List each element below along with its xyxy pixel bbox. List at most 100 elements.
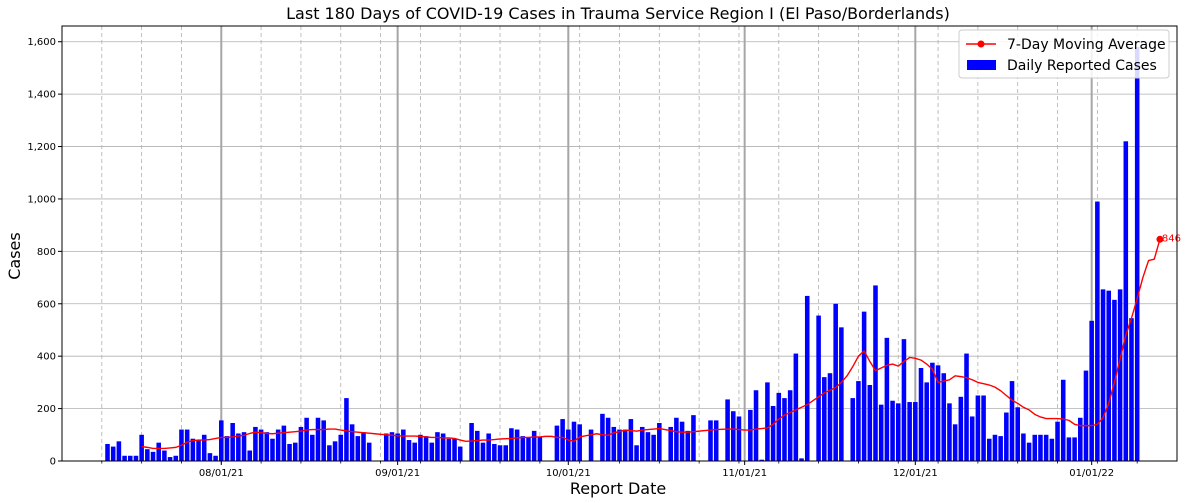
- y-tick-label: 0: [50, 457, 56, 468]
- daily-cases-bar: [304, 417, 309, 461]
- daily-cases-bar: [1123, 141, 1129, 461]
- daily-cases-bar: [617, 429, 622, 461]
- daily-cases-bar: [287, 443, 292, 461]
- daily-cases-bar: [344, 398, 349, 461]
- daily-cases-bar: [469, 423, 474, 461]
- y-tick-label: 1,600: [27, 37, 56, 48]
- daily-cases-bar: [992, 434, 998, 461]
- daily-cases-bar: [236, 433, 241, 461]
- daily-cases-bar: [839, 327, 844, 461]
- daily-cases-bar: [907, 402, 912, 461]
- daily-cases-bar: [600, 413, 605, 461]
- daily-cases-bar: [509, 428, 514, 461]
- y-tick-label: 200: [37, 404, 56, 415]
- daily-cases-bar: [327, 445, 332, 461]
- daily-cases-bar: [713, 420, 719, 461]
- daily-cases-bar: [1078, 417, 1083, 461]
- daily-cases-bar: [292, 442, 298, 461]
- daily-cases-bar: [1015, 407, 1020, 461]
- daily-cases-bar: [486, 433, 491, 461]
- daily-cases-bar: [332, 441, 338, 461]
- daily-cases-bar: [452, 438, 457, 461]
- daily-cases-bar: [253, 426, 258, 461]
- daily-cases-bar: [514, 429, 520, 461]
- daily-cases-bar: [622, 429, 628, 461]
- daily-cases-bar: [241, 432, 247, 461]
- daily-cases-bar: [725, 399, 730, 461]
- daily-cases-bar: [884, 337, 890, 461]
- daily-cases-bar: [935, 365, 941, 461]
- daily-cases-bar: [201, 434, 207, 461]
- y-tick-label: 1,000: [27, 194, 56, 205]
- x-axis-label: Report Date: [570, 479, 666, 498]
- daily-cases-bar: [1066, 437, 1072, 461]
- daily-cases-bar: [924, 382, 929, 461]
- daily-cases-bar: [247, 450, 253, 461]
- daily-cases-bar: [776, 392, 782, 461]
- daily-cases-bar: [275, 429, 281, 461]
- daily-cases-bar: [833, 303, 838, 461]
- daily-cases-bar: [116, 441, 122, 461]
- daily-cases-bar: [1095, 201, 1100, 461]
- daily-cases-bar: [224, 436, 230, 461]
- daily-cases-bars: [105, 46, 1140, 461]
- daily-cases-bar: [110, 446, 116, 461]
- daily-cases-bar: [1134, 46, 1140, 461]
- daily-cases-bar: [958, 396, 964, 461]
- daily-cases-bar: [708, 420, 713, 461]
- daily-cases-bar: [167, 457, 173, 461]
- daily-cases-bar: [133, 455, 139, 461]
- daily-cases-bar: [981, 395, 986, 461]
- legend-box: [958, 29, 1170, 79]
- legend-daily-cases-label: Daily Reported Cases: [1007, 58, 1157, 74]
- daily-cases-bar: [691, 415, 696, 461]
- daily-cases-bar: [577, 424, 582, 461]
- daily-cases-bar: [731, 411, 736, 461]
- daily-cases-bar: [475, 430, 480, 461]
- daily-cases-bar: [258, 429, 264, 461]
- daily-cases-bar: [969, 416, 975, 461]
- daily-cases-bar: [816, 315, 821, 461]
- daily-cases-bar: [355, 436, 361, 461]
- daily-cases-bar: [361, 432, 366, 461]
- daily-cases-bar: [457, 446, 463, 461]
- daily-cases-bar: [554, 425, 560, 461]
- daily-cases-bar: [349, 424, 355, 461]
- daily-cases-bar: [1089, 320, 1094, 461]
- daily-cases-bar: [497, 445, 503, 461]
- chart-title: Last 180 Days of COVID-19 Cases in Traum…: [286, 4, 950, 23]
- daily-cases-bar: [145, 449, 150, 461]
- daily-cases-bar: [947, 403, 952, 461]
- daily-cases-bar: [873, 285, 878, 461]
- daily-cases-bar: [1043, 434, 1049, 461]
- daily-cases-bar: [651, 434, 656, 461]
- daily-cases-bar: [1055, 421, 1060, 461]
- daily-cases-bar: [685, 430, 691, 461]
- daily-cases-bar: [173, 455, 179, 461]
- daily-cases-bar: [1021, 433, 1026, 461]
- daily-cases-bar: [930, 362, 935, 461]
- legend-daily-cases-swatch: [967, 60, 996, 70]
- daily-cases-bar: [628, 419, 634, 461]
- daily-cases-bar: [526, 437, 531, 461]
- daily-cases-bar: [679, 421, 685, 461]
- daily-cases-bar: [440, 433, 446, 461]
- daily-cases-bar: [213, 455, 218, 461]
- y-tick-label: 400: [37, 352, 56, 363]
- daily-cases-bar: [492, 443, 497, 461]
- daily-cases-bar: [952, 424, 958, 461]
- daily-cases-bar: [787, 390, 793, 461]
- daily-cases-bar: [975, 395, 981, 461]
- daily-cases-bar: [895, 403, 901, 461]
- daily-cases-bar: [639, 426, 645, 461]
- daily-cases-bar: [1032, 434, 1038, 461]
- daily-cases-bar: [827, 373, 833, 461]
- daily-cases-bar: [264, 432, 270, 461]
- daily-cases-bar: [605, 417, 611, 461]
- daily-cases-bar: [503, 445, 508, 461]
- daily-cases-bar: [1072, 437, 1077, 461]
- daily-cases-bar: [1106, 290, 1112, 461]
- daily-cases-bar: [1117, 289, 1123, 461]
- daily-cases-bar: [941, 373, 947, 461]
